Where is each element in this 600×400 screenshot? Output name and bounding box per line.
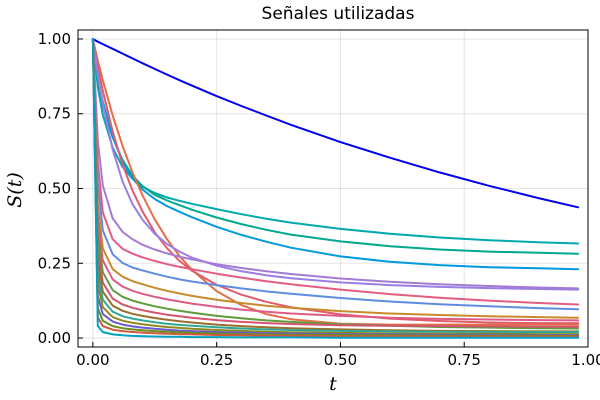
x-tick-label: 1.00 (571, 351, 600, 369)
series-line-6 (91, 38, 580, 325)
series-line-7 (91, 38, 580, 291)
series-line-1 (91, 38, 580, 209)
series-line-21 (91, 38, 580, 339)
series-line-11 (91, 38, 580, 319)
grid (78, 30, 589, 347)
series-line-16 (91, 38, 580, 333)
series-line-10 (91, 38, 580, 311)
x-tick-label: 0.00 (76, 351, 109, 369)
y-tick-label: 0.50 (38, 180, 71, 198)
axis-ticks: 0.00 0.25 0.50 0.75 1.00 0.00 0.25 0.50 0.75 1.00 (38, 30, 600, 369)
series-group (91, 38, 580, 339)
y-tick-label: 0.25 (38, 254, 71, 272)
x-tick-label: 0.75 (448, 351, 481, 369)
series-line-2 (91, 38, 580, 245)
x-axis-label: t (329, 373, 337, 395)
chart-title: Señales utilizadas (262, 4, 415, 24)
series-line-3 (91, 38, 580, 255)
x-tick-label: 0.50 (324, 351, 357, 369)
series-line-9 (91, 38, 580, 306)
y-axis-label: S(t) (4, 172, 26, 207)
series-line-8 (91, 38, 580, 290)
series-line-14 (91, 38, 580, 328)
y-tick-label: 0.00 (38, 329, 71, 347)
x-tick-label: 0.25 (200, 351, 233, 369)
series-line-12 (91, 38, 580, 322)
series-line-13 (91, 38, 580, 330)
y-tick-label: 0.75 (38, 105, 71, 123)
y-tick-label: 1.00 (38, 30, 71, 48)
series-line-20 (91, 38, 580, 338)
